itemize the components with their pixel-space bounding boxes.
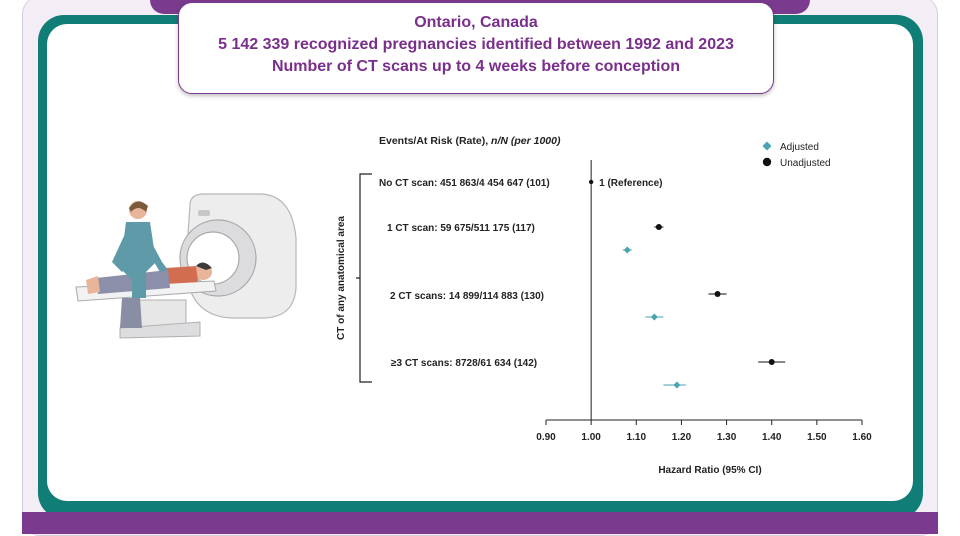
x-tick-label: 1.50 [807, 432, 827, 443]
legend-label: Adjusted [780, 142, 819, 153]
header-line-location: Ontario, Canada [414, 14, 538, 31]
adjusted-point [623, 246, 631, 254]
header-line-exposure: Number of CT scans up to 4 weeks before … [271, 58, 681, 75]
x-tick-label: 1.40 [762, 432, 782, 443]
x-axis-title: Hazard Ratio (95% CI) [658, 465, 761, 476]
x-tick-label: 1.00 [581, 432, 601, 443]
x-tick-label: 1.10 [627, 432, 647, 443]
x-tick-label: 1.30 [717, 432, 737, 443]
unadjusted-point [714, 291, 721, 297]
column-header: Events/At Risk (Rate), n/N (per 1000) [379, 135, 561, 147]
unadjusted-point [655, 224, 662, 230]
adjusted-point [673, 381, 681, 389]
column-header-text: Events/At Risk (Rate), [379, 135, 491, 147]
bottom-accent-band [22, 512, 938, 534]
x-tick-label: 1.60 [852, 432, 872, 443]
group-label: CT of any anatomical area [336, 216, 347, 340]
row-label: 1 CT scan: 59 675/511 175 (117) [387, 223, 535, 234]
header-box: Ontario, Canada 5 142 339 recognized pre… [178, 2, 774, 94]
group-bracket [356, 173, 372, 383]
column-header-units: n/N (per 1000) [491, 135, 561, 147]
row-label: ≥3 CT scans: 8728/61 634 (142) [391, 358, 537, 369]
reference-annotation: 1 (Reference) [599, 178, 662, 189]
adjusted-point [650, 313, 658, 321]
legend-label: Unadjusted [780, 158, 831, 169]
x-tick-label: 1.20 [672, 432, 692, 443]
legend-marker-unadjusted [762, 157, 772, 167]
unadjusted-point [588, 179, 594, 185]
x-tick-label: 0.90 [536, 432, 556, 443]
row-label: 2 CT scans: 14 899/114 883 (130) [390, 291, 544, 302]
ct-scan-illustration [75, 193, 297, 339]
unadjusted-point [768, 359, 775, 365]
row-label: No CT scan: 451 863/4 454 647 (101) [379, 178, 550, 189]
header-line-cohort: 5 142 339 recognized pregnancies identif… [218, 36, 734, 53]
legend-marker-adjusted [762, 141, 772, 151]
